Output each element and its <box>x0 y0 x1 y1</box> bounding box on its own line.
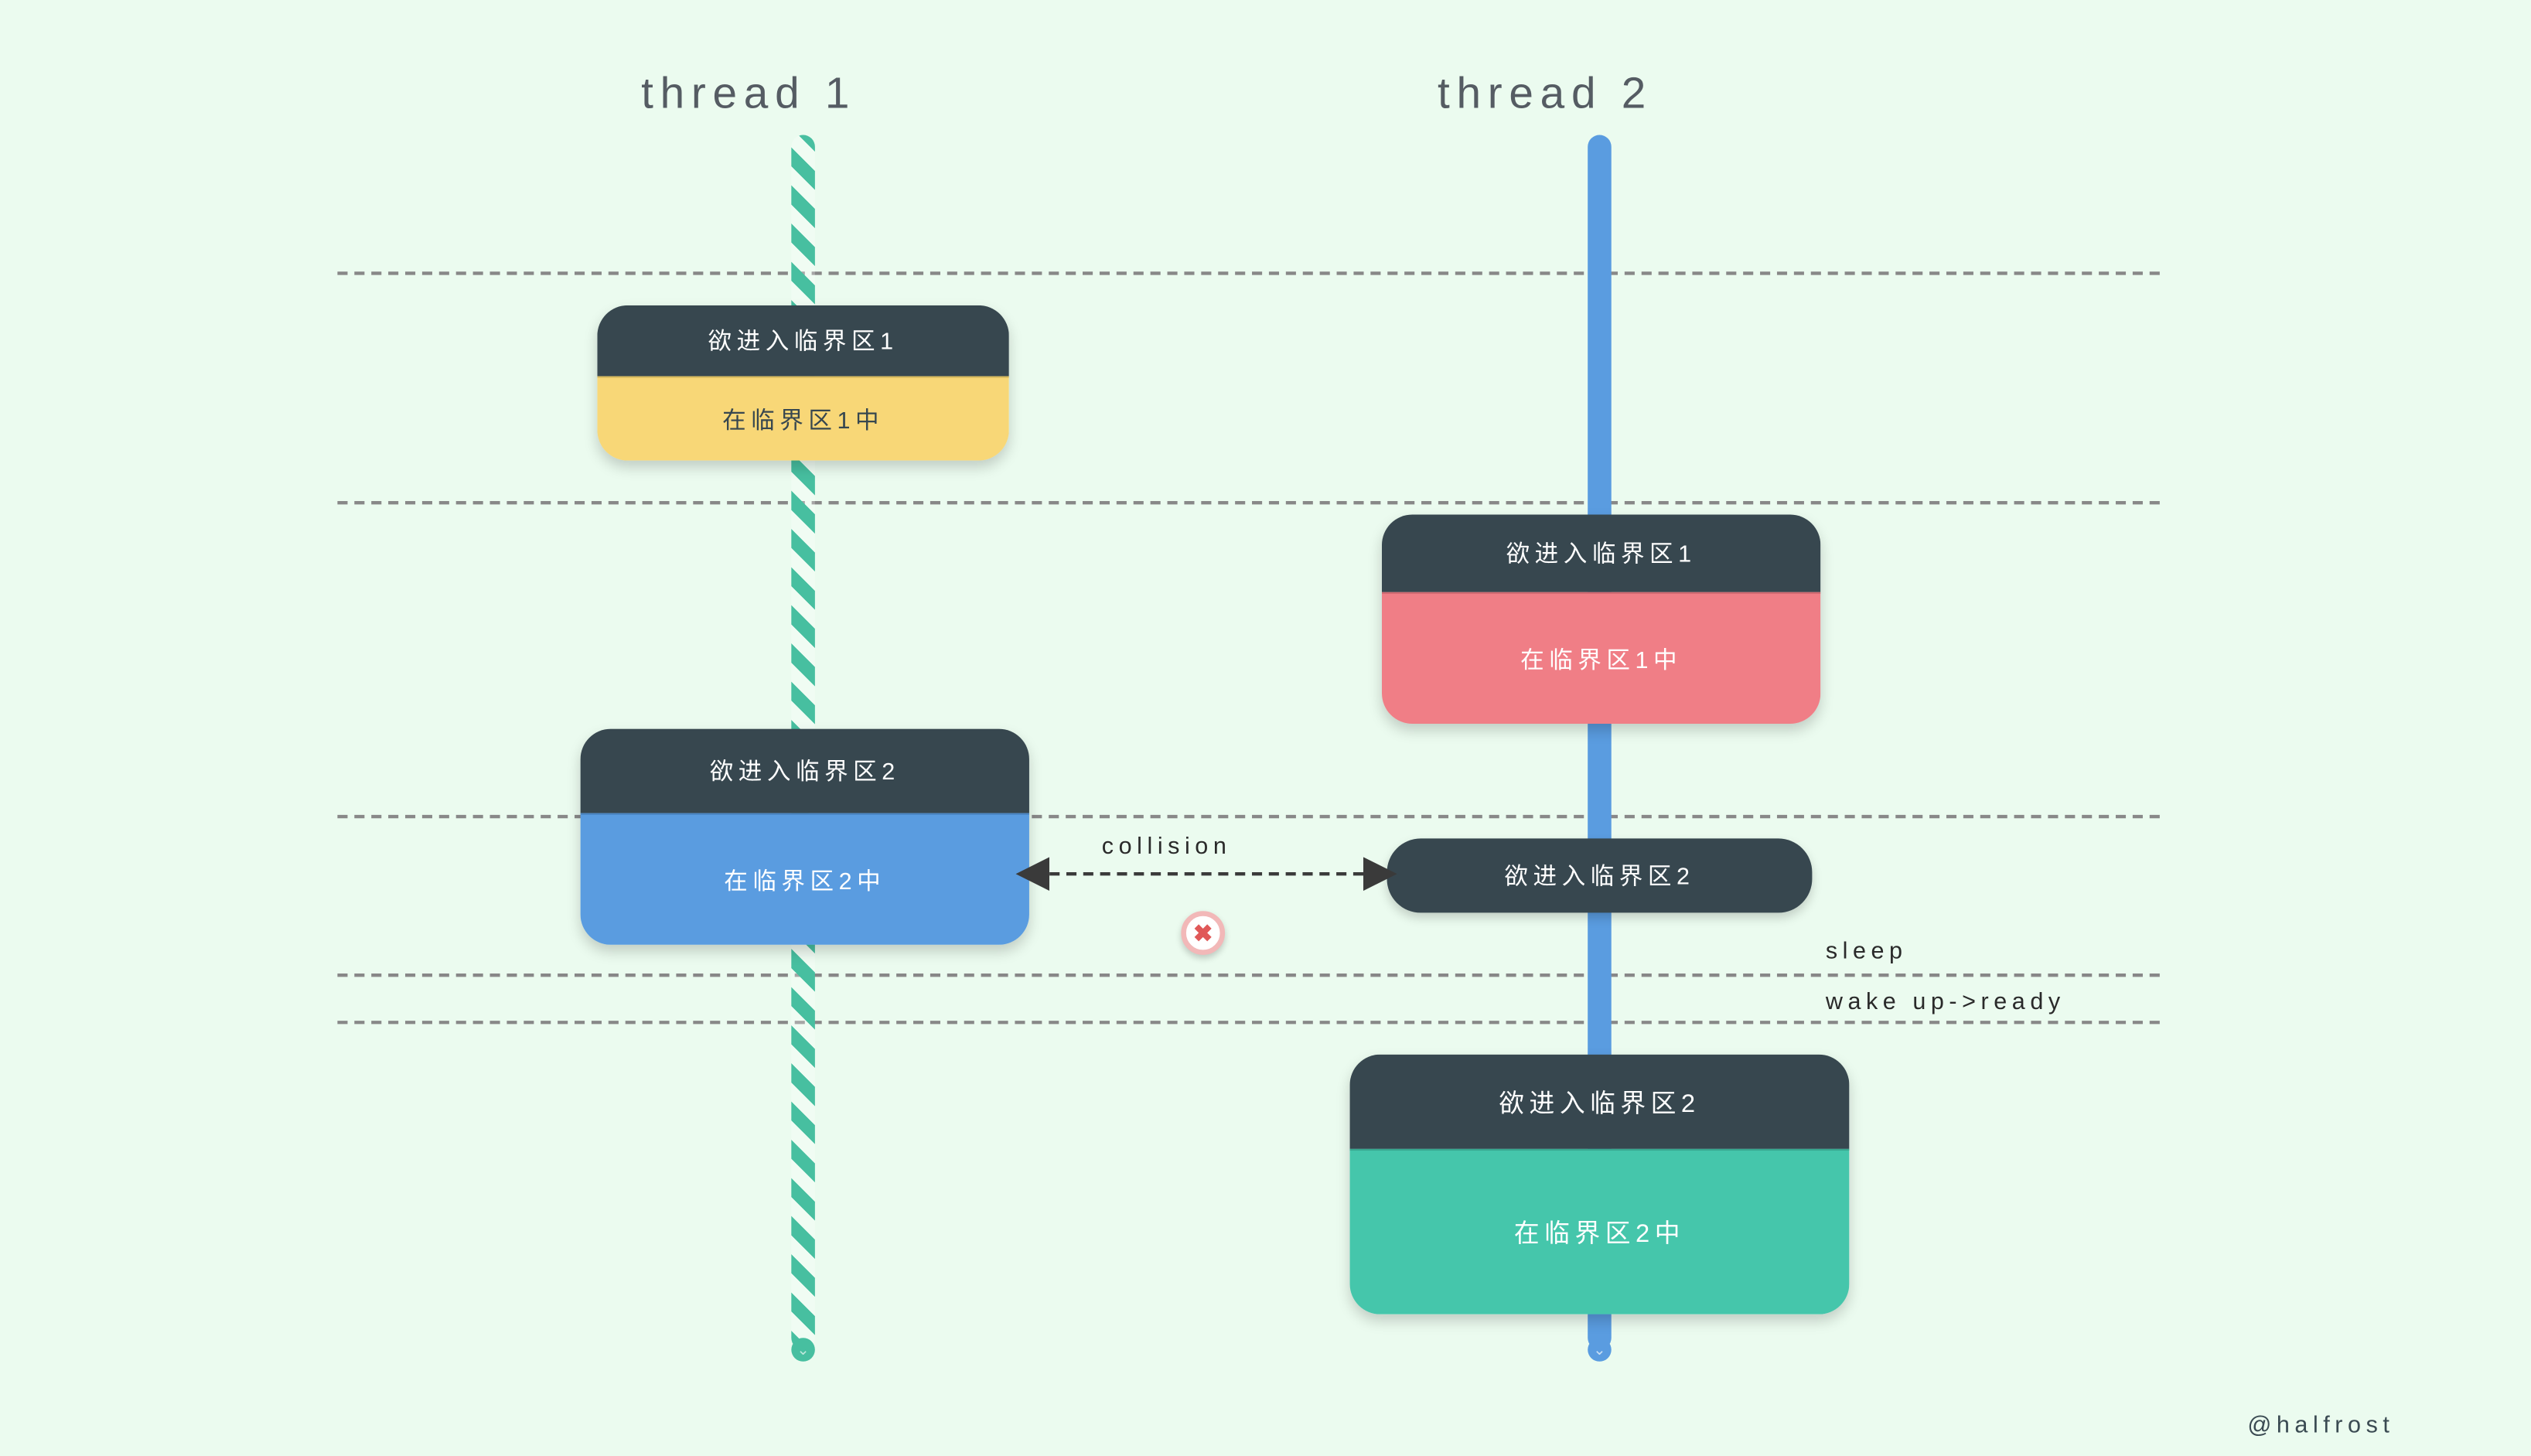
t1-title: thread 1 <box>641 67 856 120</box>
block-b1-header: 欲进入临界区1 <box>597 305 1008 377</box>
block-b1-body: 在临界区1中 <box>597 377 1008 461</box>
time-divider <box>337 271 2159 274</box>
block-b3: 欲进入临界区2在临界区2中 <box>581 729 1029 945</box>
block-b4-header: 欲进入临界区2 <box>1350 1055 1850 1149</box>
block-b4-body: 在临界区2中 <box>1350 1149 1850 1314</box>
sleep-label: sleep <box>1826 936 1908 963</box>
t1-timeline-cap: ⌄ <box>791 1338 815 1362</box>
block-b1: 欲进入临界区1在临界区1中 <box>597 305 1008 461</box>
wakeup-label: wake up->ready <box>1826 987 2065 1014</box>
credit: @halfrost <box>2247 1410 2394 1437</box>
collision-arrow <box>0 0 2531 1456</box>
time-divider <box>337 974 2159 977</box>
block-b2: 欲进入临界区1在临界区1中 <box>1382 514 1820 724</box>
block-b2-header: 欲进入临界区1 <box>1382 514 1820 592</box>
pill-want-cs2: 欲进入临界区2 <box>1387 838 1813 912</box>
block-b2-body: 在临界区1中 <box>1382 592 1820 724</box>
collision-label: collision <box>1102 832 1232 859</box>
block-b4: 欲进入临界区2在临界区2中 <box>1350 1055 1850 1314</box>
collision-icon: ✖ <box>1181 911 1225 955</box>
block-b3-body: 在临界区2中 <box>581 813 1029 945</box>
t2-title: thread 2 <box>1438 67 1653 120</box>
diagram-stage: ⌄thread 1⌄thread 2欲进入临界区1在临界区1中欲进入临界区1在临… <box>0 0 2531 1456</box>
t2-timeline-cap: ⌄ <box>1588 1338 1612 1362</box>
block-b3-header: 欲进入临界区2 <box>581 729 1029 813</box>
time-divider <box>337 501 2159 504</box>
time-divider <box>337 1021 2159 1024</box>
